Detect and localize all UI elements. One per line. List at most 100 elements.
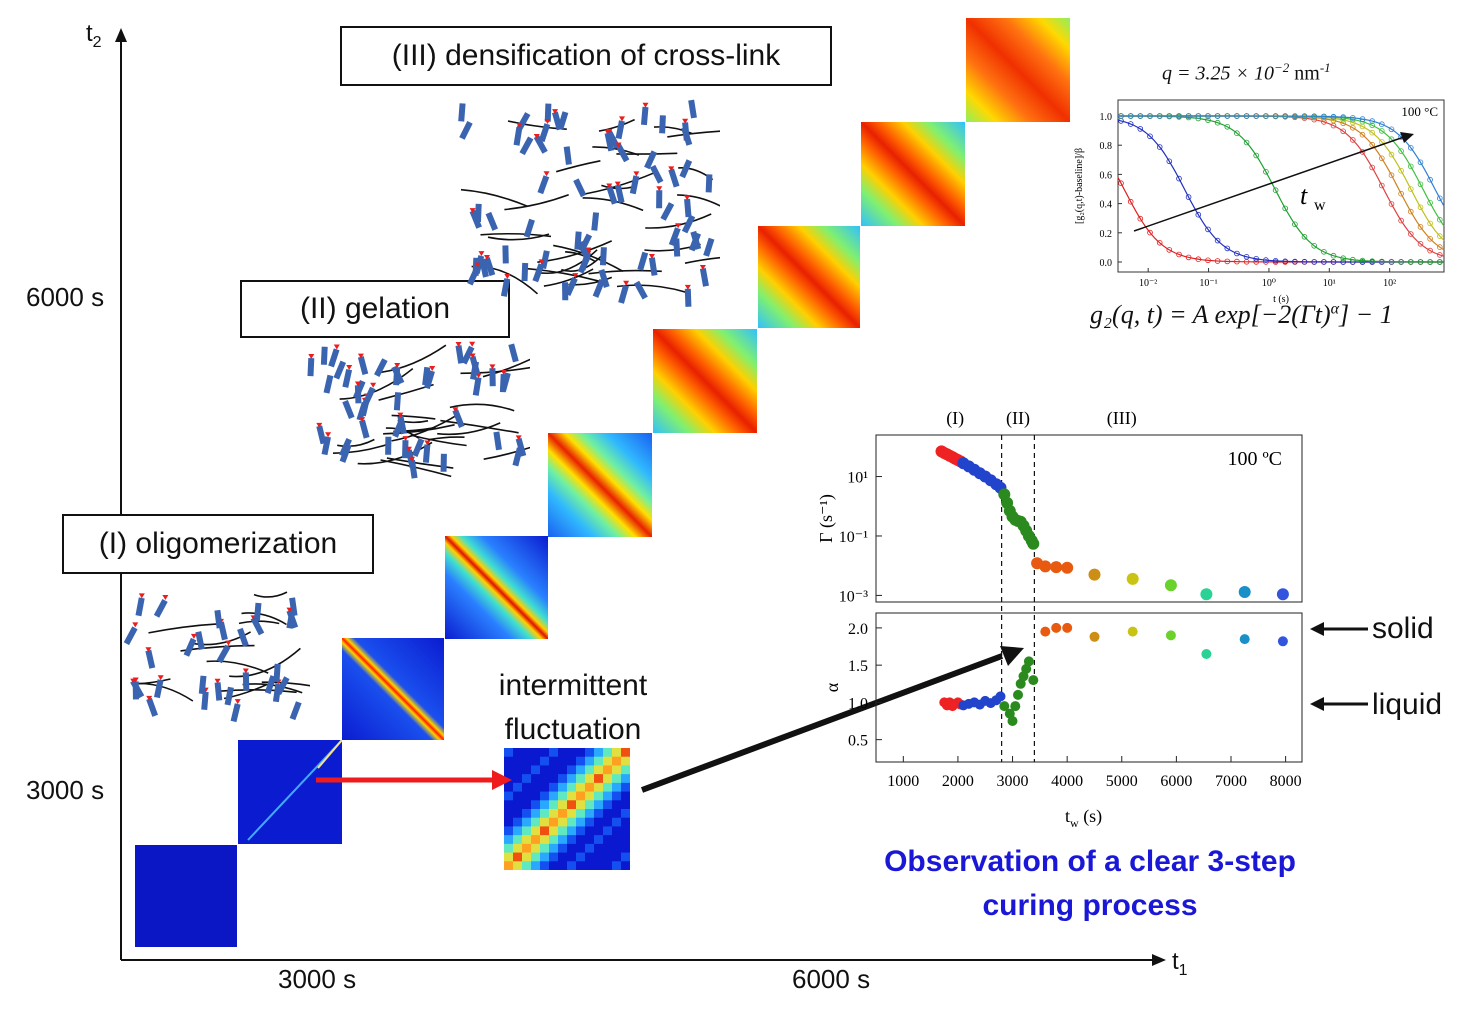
two-time-tile-9 [966,18,1070,122]
g2-data-point [1292,221,1298,228]
g2-data-point [1369,129,1376,136]
gamma-data-point [1050,561,1063,574]
g2-data-point [1224,123,1231,130]
g2-data-point [1224,245,1231,252]
alpha-data-point [1062,622,1073,633]
tw-label-sub: w [1314,197,1326,214]
alpha-data-point [1028,675,1039,686]
gamma-ytick-label: 10⁻¹ [839,529,868,546]
stage1-label-box: (I) oligomerization [62,514,374,574]
g2-data-point [1234,258,1240,265]
g2-data-point [1340,128,1347,135]
g2-data-point [1253,259,1260,265]
g2-data-point [1321,259,1327,265]
g2-data-point [1243,139,1250,146]
solid-label: solid [1372,612,1434,645]
g2-data-point [1311,259,1318,265]
g2-data-point [1436,244,1443,250]
g2-data-point [1427,247,1433,254]
g2-data-point [1292,113,1298,119]
g2-data-point [1156,144,1163,150]
g2-xtick-label: 10⁰ [1262,278,1276,289]
g2-data-point [1243,254,1250,260]
g2-data-point [1311,113,1318,120]
g2-data-point [1147,229,1153,236]
g2-data-point [1166,247,1173,253]
g2-data-point [1378,182,1385,189]
tw-xtick-label: 3000 [997,773,1029,790]
g2-data-point [1321,249,1327,255]
gel-network-sketch [307,341,530,479]
alpha-data-point [1040,626,1051,637]
alpha-ytick-label: 2.0 [848,621,868,638]
alpha-data-point [1010,701,1021,712]
gamma-data-point [1126,572,1139,585]
alpha-data-point [1201,649,1212,659]
g2-data-point [1185,254,1192,261]
g2-data-point [1417,159,1424,166]
gamma-data-point [1088,568,1101,581]
g2-data-point [1349,115,1356,121]
q-value-label: q = 3.25 × 10−2 nm-1 [1162,60,1331,85]
g2-data-point [1349,116,1356,123]
gamma-alpha-chart: (I) (II) (III) 100 ºC 10¹ 10⁻¹ 10⁻³ 2.0 1.5 1.0 0.… [816,408,1303,830]
g2-data-point [1243,113,1250,119]
g2-ytick-label: 0.2 [1100,229,1113,240]
black-link-arrow [640,653,1004,793]
g2-data-point [1407,259,1414,265]
g2-data-point [1311,243,1318,249]
g2-data-point [1417,204,1424,211]
g2-data-point [1436,233,1443,239]
tw-xtick-label: 1000 [887,773,919,790]
g2-data-point [1166,113,1173,119]
gamma-data-point [1164,579,1177,592]
g2-data-point [1282,113,1289,119]
alpha-ytick-label: 1.0 [848,695,868,712]
x-tick-6000: 6000 s [792,964,871,994]
g2-data-point [1369,122,1376,129]
g2-data-point [1427,259,1433,265]
g2-ytick-label: 0.6 [1100,170,1113,181]
black-arrowhead [1000,646,1024,666]
alpha-data-point [1277,636,1288,647]
t2-axis-label: t2 [86,20,102,51]
alpha-data-point [995,691,1006,702]
g2-data-point [1118,113,1124,119]
tw-xtick-label: 5000 [1106,773,1138,790]
g2-data-point [1282,258,1289,265]
two-time-tile-6 [653,329,757,433]
stage2-label-box: (II) gelation [240,280,510,338]
tw-arrow [1133,136,1405,232]
g2-data-point [1378,121,1385,128]
g2-data-point [1407,144,1414,151]
g2-data-point [1340,259,1347,265]
g2-data-point [1272,187,1279,193]
two-time-tile-4 [445,536,548,639]
gamma-data-point [1200,588,1213,601]
alpha-ytick-label: 1.5 [848,658,868,675]
g2-data-point [1427,200,1433,206]
gamma-data-point [1061,561,1074,574]
gamma-ylabel: Γ (s⁻¹) [816,494,837,543]
g2-data-point [1388,126,1395,133]
y-tick-6000: 6000 s [26,282,105,312]
g2-data-point [1195,211,1202,218]
g2-data-point [1417,241,1424,247]
t2-arrowhead [115,28,127,42]
phase-label: (I) [946,408,964,429]
alpha-data-point [999,701,1010,712]
gamma-data-point [1027,537,1040,550]
g2-xtick-label: 10⁻² [1139,278,1157,289]
g2-ytick-label: 1.0 [1100,112,1113,123]
g2-data-point [1147,113,1153,119]
gamma-data-point [1276,588,1289,601]
intermittent-label: intermittent fluctuation [498,669,648,746]
y-tick-3000: 3000 s [26,775,105,805]
g2-data-point [1427,220,1433,227]
t1-arrowhead [1152,954,1166,966]
t1-axis-label: t1 [1172,948,1188,979]
g2-ytick-label: 0.4 [1100,200,1113,211]
g2-data-point [1205,257,1211,264]
alpha-data-point [1089,631,1100,642]
